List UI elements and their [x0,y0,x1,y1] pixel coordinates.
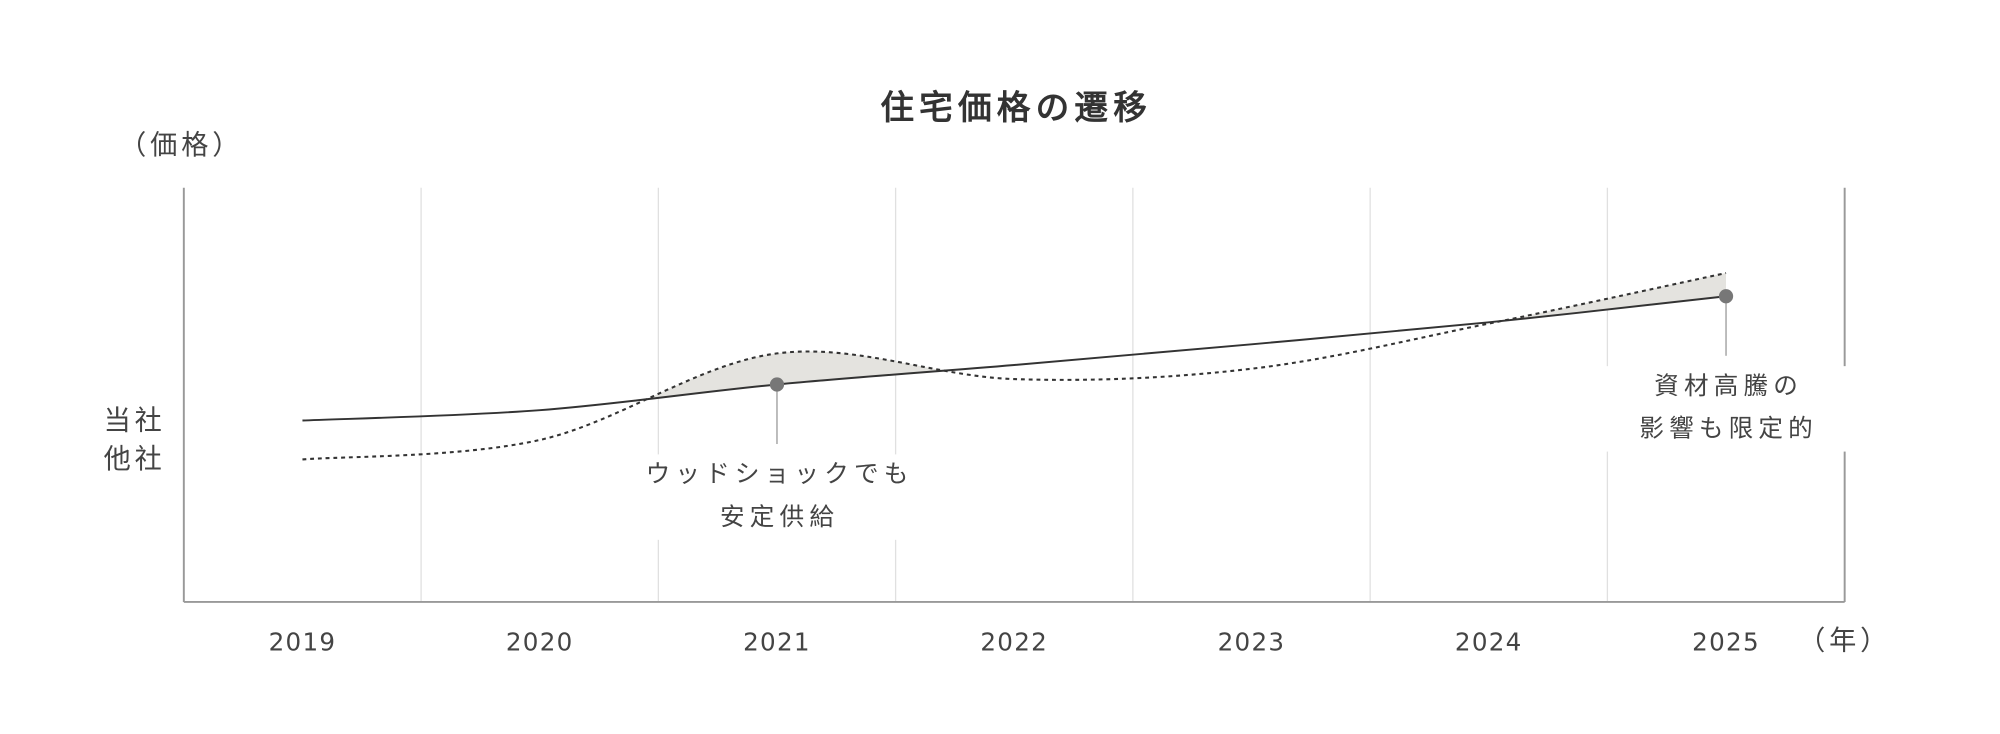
x-tick-label: 2022 [980,627,1048,656]
x-tick-label: 2021 [743,627,811,656]
point [769,377,785,392]
point [1718,289,1734,304]
x-tick-label: 2019 [269,627,337,656]
annotation-text: ウッドショックでも [646,459,914,488]
annotation-text: 資材高騰の [1654,371,1803,400]
annotation-bg [1590,366,1862,452]
y-axis-label: （価格） [119,130,243,161]
legend-label: 当社 [104,405,166,436]
line [302,272,1727,461]
x-tick-label: 2023 [1218,627,1286,656]
legend-label: 他社 [104,444,166,475]
x-axis-label: （年） [1798,626,1891,657]
chart-title: 住宅価格の遷移 [880,87,1152,127]
x-tick-label: 2020 [506,627,574,656]
x-tick-label: 2025 [1692,627,1760,656]
annotation-text: 影響も限定的 [1639,414,1818,443]
annotation-text: 安定供給 [720,502,839,531]
x-tick-label: 2024 [1455,627,1523,656]
annotation-bg [641,454,913,540]
gap-area [302,273,1727,421]
line [302,295,1727,422]
